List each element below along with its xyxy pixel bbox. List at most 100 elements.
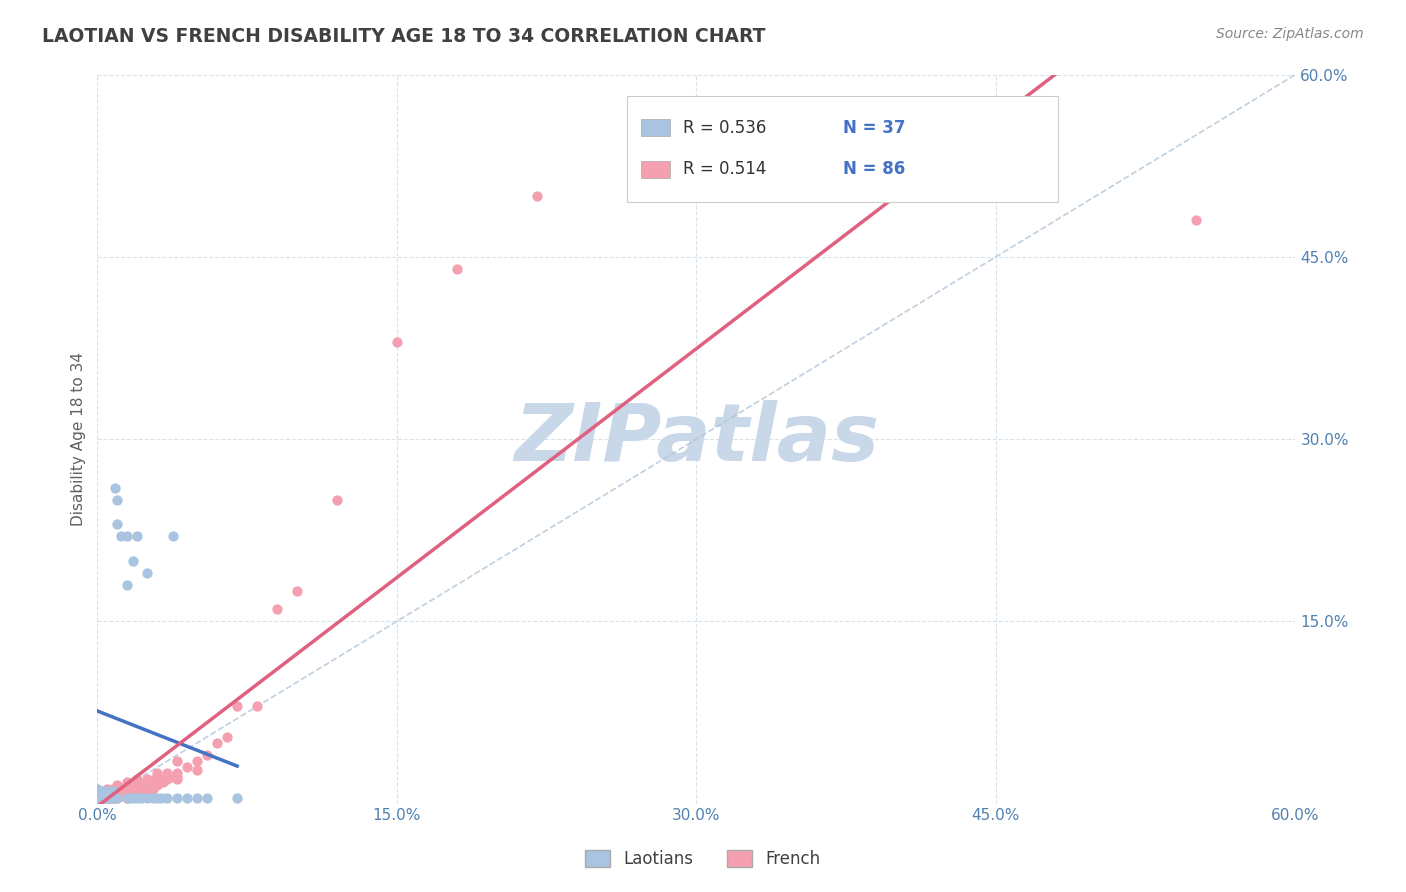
- Point: [117, 790, 139, 805]
- Point: [143, 772, 166, 787]
- Point: [129, 778, 152, 792]
- Text: ZIPatlas: ZIPatlas: [515, 401, 879, 478]
- Point: [136, 566, 159, 580]
- Point: [117, 787, 139, 801]
- Point: [166, 770, 188, 784]
- Point: [150, 772, 173, 787]
- Point: [96, 789, 118, 804]
- Point: [176, 760, 198, 774]
- Point: [86, 790, 108, 805]
- Point: [127, 772, 149, 787]
- Point: [112, 782, 135, 797]
- FancyBboxPatch shape: [641, 119, 671, 136]
- Point: [117, 578, 139, 592]
- Point: [176, 790, 198, 805]
- Point: [166, 754, 188, 768]
- Point: [105, 778, 128, 792]
- Point: [127, 787, 149, 801]
- Point: [152, 774, 174, 789]
- Point: [226, 699, 249, 714]
- Point: [120, 782, 142, 797]
- Point: [96, 782, 118, 797]
- Point: [103, 784, 125, 798]
- Point: [110, 789, 132, 804]
- Point: [117, 529, 139, 543]
- Point: [122, 778, 145, 792]
- Point: [86, 787, 108, 801]
- Point: [105, 784, 128, 798]
- Point: [136, 772, 159, 787]
- Point: [127, 778, 149, 792]
- Legend: Laotians, French: Laotians, French: [579, 843, 827, 875]
- FancyBboxPatch shape: [641, 161, 671, 178]
- Point: [195, 747, 218, 762]
- Point: [285, 584, 308, 599]
- Point: [103, 790, 125, 805]
- Point: [446, 262, 468, 277]
- Point: [93, 784, 115, 798]
- Point: [129, 790, 152, 805]
- Point: [142, 782, 165, 797]
- Point: [166, 772, 188, 787]
- Point: [186, 790, 208, 805]
- Point: [156, 772, 179, 787]
- Point: [114, 784, 136, 798]
- Point: [186, 763, 208, 777]
- Point: [166, 790, 188, 805]
- Text: LAOTIAN VS FRENCH DISABILITY AGE 18 TO 34 CORRELATION CHART: LAOTIAN VS FRENCH DISABILITY AGE 18 TO 3…: [42, 27, 766, 45]
- Point: [136, 790, 159, 805]
- Point: [127, 529, 149, 543]
- Point: [100, 790, 122, 805]
- Point: [86, 787, 108, 801]
- Point: [150, 790, 173, 805]
- Point: [110, 529, 132, 543]
- Point: [217, 730, 239, 744]
- Point: [86, 782, 108, 797]
- Point: [246, 699, 269, 714]
- Point: [122, 790, 145, 805]
- Point: [103, 782, 125, 797]
- Point: [93, 790, 115, 805]
- Point: [96, 790, 118, 805]
- Text: Source: ZipAtlas.com: Source: ZipAtlas.com: [1216, 27, 1364, 41]
- Point: [110, 787, 132, 801]
- Point: [93, 789, 115, 804]
- Point: [105, 789, 128, 804]
- Point: [94, 787, 117, 801]
- Point: [96, 790, 118, 805]
- Point: [146, 790, 169, 805]
- Point: [141, 774, 163, 789]
- Point: [105, 790, 128, 805]
- Point: [186, 754, 208, 768]
- Point: [86, 790, 108, 805]
- Point: [132, 782, 155, 797]
- Point: [86, 782, 108, 797]
- Point: [127, 784, 149, 798]
- Point: [93, 790, 115, 805]
- Point: [134, 778, 156, 792]
- Point: [385, 334, 408, 349]
- Point: [526, 189, 548, 203]
- Point: [205, 736, 228, 750]
- Text: R = 0.536: R = 0.536: [683, 119, 766, 136]
- Point: [103, 789, 125, 804]
- Point: [1184, 213, 1206, 227]
- Point: [127, 790, 149, 805]
- Point: [138, 782, 160, 797]
- Point: [142, 790, 165, 805]
- FancyBboxPatch shape: [627, 96, 1059, 202]
- Text: N = 86: N = 86: [842, 161, 905, 178]
- Point: [105, 790, 128, 805]
- Point: [146, 778, 169, 792]
- Point: [136, 784, 159, 798]
- Point: [96, 790, 118, 805]
- Point: [110, 782, 132, 797]
- Point: [118, 790, 141, 805]
- Point: [117, 782, 139, 797]
- Point: [105, 787, 128, 801]
- Point: [136, 778, 159, 792]
- Y-axis label: Disability Age 18 to 34: Disability Age 18 to 34: [72, 352, 86, 526]
- Text: N = 37: N = 37: [842, 119, 905, 136]
- Point: [100, 784, 122, 798]
- Text: R = 0.514: R = 0.514: [683, 161, 766, 178]
